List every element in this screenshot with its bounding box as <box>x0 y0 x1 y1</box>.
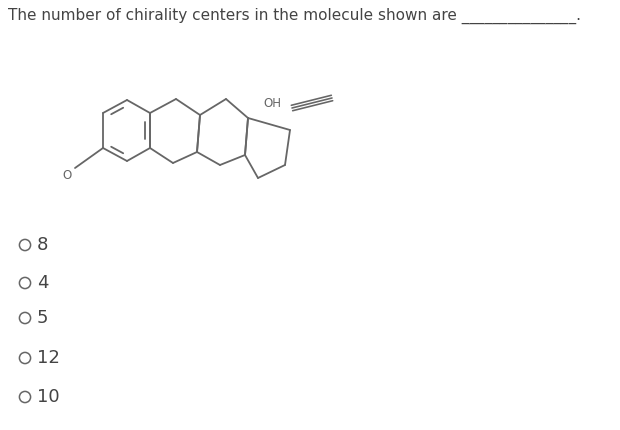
Text: The number of chirality centers in the molecule shown are _______________.: The number of chirality centers in the m… <box>8 8 581 24</box>
Text: 8: 8 <box>37 236 48 254</box>
Text: 5: 5 <box>37 309 48 327</box>
Text: O: O <box>63 169 72 182</box>
Text: 12: 12 <box>37 349 60 367</box>
Text: OH: OH <box>263 97 281 110</box>
Text: 4: 4 <box>37 274 48 292</box>
Text: 10: 10 <box>37 388 60 406</box>
